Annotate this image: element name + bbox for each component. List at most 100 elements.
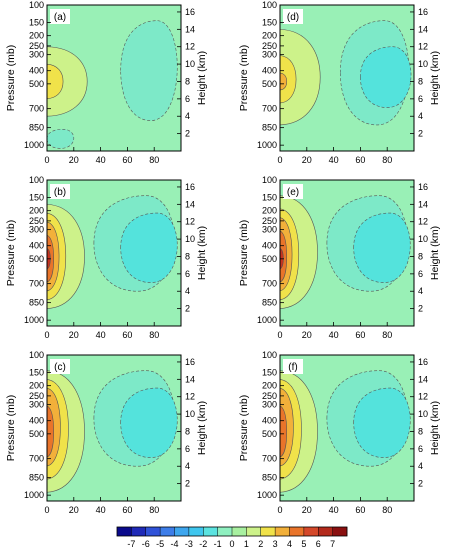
- colorbar-label: -1: [214, 539, 222, 549]
- pressure-tick-label: 150: [262, 193, 277, 203]
- y-axis-label-left: Pressure (mb): [5, 45, 17, 112]
- pressure-tick-label: 700: [262, 104, 277, 114]
- pressure-tick-label: 400: [262, 66, 277, 76]
- height-tick-label: 8: [418, 251, 423, 261]
- y-axis-label-left: Pressure (mb): [238, 395, 250, 462]
- positive-contour: [280, 72, 288, 91]
- height-tick-label: 8: [185, 426, 190, 436]
- height-tick-label: 4: [185, 461, 190, 471]
- x-tick-label: 60: [355, 330, 365, 340]
- pressure-tick-label: 200: [262, 381, 277, 391]
- pressure-tick-label: 500: [29, 429, 44, 439]
- colorbar-label: -2: [199, 539, 207, 549]
- height-tick-label: 16: [185, 182, 195, 192]
- pressure-tick-label: 850: [29, 473, 44, 483]
- x-tick-label: 0: [277, 330, 282, 340]
- panel-label-box: [50, 184, 70, 199]
- x-tick-label: 60: [122, 505, 132, 515]
- pressure-tick-label: 500: [262, 429, 277, 439]
- height-tick-label: 14: [418, 199, 428, 209]
- panel-label-box: [283, 184, 303, 199]
- pressure-tick-label: 100: [29, 350, 44, 360]
- pressure-tick-label: 700: [29, 279, 44, 289]
- height-tick-label: 6: [418, 94, 423, 104]
- height-tick-label: 6: [418, 444, 423, 454]
- colorbar-swatch: [318, 527, 333, 536]
- pressure-tick-label: 200: [29, 381, 44, 391]
- height-tick-label: 14: [418, 24, 428, 34]
- x-tick-label: 60: [122, 155, 132, 165]
- contour-fills: [47, 20, 178, 149]
- colorbar-label: 5: [301, 539, 306, 549]
- y-axis-label-right: Height (km): [429, 51, 441, 105]
- panel-label: (f): [288, 362, 297, 373]
- pressure-tick-label: 500: [29, 254, 44, 264]
- colorbar-swatch: [332, 527, 348, 536]
- height-tick-label: 16: [185, 357, 195, 367]
- height-tick-label: 16: [418, 357, 428, 367]
- height-tick-label: 14: [418, 374, 428, 384]
- pressure-tick-label: 1000: [257, 490, 277, 500]
- pressure-tick-label: 250: [29, 41, 44, 51]
- colorbar-label: -6: [142, 539, 150, 549]
- pressure-tick-label: 500: [29, 79, 44, 89]
- height-tick-label: 2: [418, 304, 423, 314]
- positive-contour: [280, 405, 288, 458]
- pressure-tick-label: 200: [29, 31, 44, 41]
- pressure-tick-label: 300: [262, 400, 277, 410]
- panel-label-box: [283, 9, 303, 24]
- height-tick-label: 4: [185, 286, 190, 296]
- pressure-tick-label: 850: [262, 298, 277, 308]
- negative-contour: [120, 387, 178, 458]
- contour-fills: [280, 370, 411, 493]
- negative-contour: [353, 387, 411, 458]
- pressure-tick-label: 200: [29, 206, 44, 216]
- pressure-tick-label: 200: [262, 31, 277, 41]
- colorbar-swatch: [275, 527, 290, 536]
- height-tick-label: 10: [418, 409, 428, 419]
- height-tick-label: 12: [185, 217, 195, 227]
- x-tick-label: 80: [382, 155, 392, 165]
- pressure-tick-label: 500: [262, 79, 277, 89]
- pressure-tick-label: 300: [29, 50, 44, 60]
- height-tick-label: 8: [185, 251, 190, 261]
- height-tick-label: 10: [185, 59, 195, 69]
- pressure-tick-label: 150: [29, 193, 44, 203]
- plot-frame: [46, 4, 182, 152]
- y-axis-label-right: Height (km): [196, 51, 208, 105]
- height-tick-label: 6: [185, 94, 190, 104]
- x-tick-label: 20: [302, 155, 312, 165]
- panel-label: (e): [287, 187, 299, 198]
- height-tick-label: 14: [185, 24, 195, 34]
- colorbar-label: 7: [330, 539, 335, 549]
- y-axis-label-right: Height (km): [196, 226, 208, 280]
- pressure-tick-label: 400: [29, 241, 44, 251]
- panel-label: (a): [54, 12, 66, 23]
- pressure-tick-label: 700: [262, 279, 277, 289]
- pressure-tick-label: 700: [29, 454, 44, 464]
- colorbar-label: -5: [156, 539, 164, 549]
- colorbar-swatch: [232, 527, 247, 536]
- pressure-tick-label: 1000: [257, 315, 277, 325]
- pressure-tick-label: 250: [262, 216, 277, 226]
- pressure-tick-label: 250: [262, 391, 277, 401]
- pressure-tick-label: 150: [262, 18, 277, 28]
- x-tick-label: 80: [382, 330, 392, 340]
- panel-label-box: [50, 359, 70, 374]
- colorbar-label: 3: [273, 539, 278, 549]
- height-tick-label: 10: [418, 234, 428, 244]
- negative-contour: [120, 20, 178, 121]
- colorbar-swatch: [131, 527, 147, 536]
- height-tick-label: 10: [185, 234, 195, 244]
- colorbar-swatch: [260, 527, 276, 536]
- pressure-tick-label: 400: [262, 416, 277, 426]
- plot-frame: [279, 354, 415, 502]
- height-tick-label: 14: [185, 199, 195, 209]
- height-tick-label: 12: [418, 42, 428, 52]
- pressure-tick-label: 1000: [24, 140, 44, 150]
- colorbar-label: -7: [127, 539, 135, 549]
